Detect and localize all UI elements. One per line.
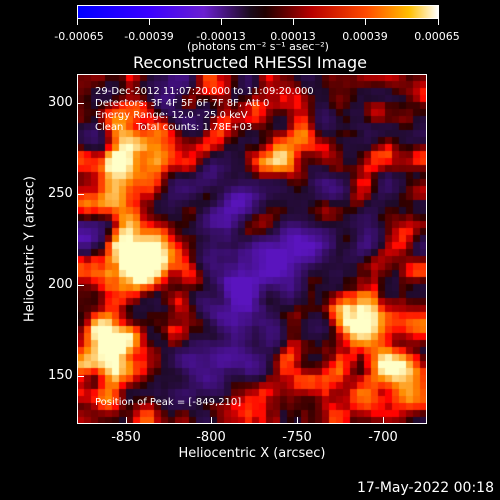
y-tick-label: 150 <box>48 368 73 383</box>
x-tick-label: -850 <box>111 430 141 445</box>
rhessi-image <box>77 74 427 424</box>
timestamp: 17-May-2022 00:18 <box>356 480 494 496</box>
info-detectors: Detectors: 3F 4F 5F 6F 7F 8F, Att 0 <box>95 98 270 109</box>
colorbar-tick: 0.00065 <box>414 30 460 43</box>
peak-position: Position of Peak = [-849,210] <box>95 397 242 408</box>
info-energy-range: Energy Range: 12.0 - 25.0 keV <box>95 110 248 121</box>
x-axis-label: Heliocentric X (arcsec) <box>178 446 326 461</box>
y-tick-label: 300 <box>48 95 73 110</box>
info-time-range: 29-Dec-2012 11:07:20.000 to 11:09:20.000 <box>95 86 314 97</box>
x-tick-label: -800 <box>196 430 226 445</box>
colorbar-tick: 0.00013 <box>270 30 316 43</box>
colorbar-tick: -0.00065 <box>54 30 104 43</box>
x-tick-label: -700 <box>368 430 398 445</box>
info-clean-counts: Clean Total counts: 1.78E+03 <box>95 122 253 133</box>
colorbar-tick: 0.00039 <box>342 30 388 43</box>
y-axis-label: Heliocentric Y (arcsec) <box>22 176 38 322</box>
y-tick-label: 250 <box>48 186 73 201</box>
plot-title: Reconstructed RHESSI Image <box>133 53 367 72</box>
colorbar-unit: (photons cm⁻² s⁻¹ asec⁻²) <box>187 40 329 53</box>
colorbar-tick: -0.00013 <box>196 30 246 43</box>
y-tick-label: 200 <box>48 277 73 292</box>
colorbar <box>77 5 439 19</box>
x-tick-label: -750 <box>282 430 312 445</box>
colorbar-tick: -0.00039 <box>124 30 174 43</box>
